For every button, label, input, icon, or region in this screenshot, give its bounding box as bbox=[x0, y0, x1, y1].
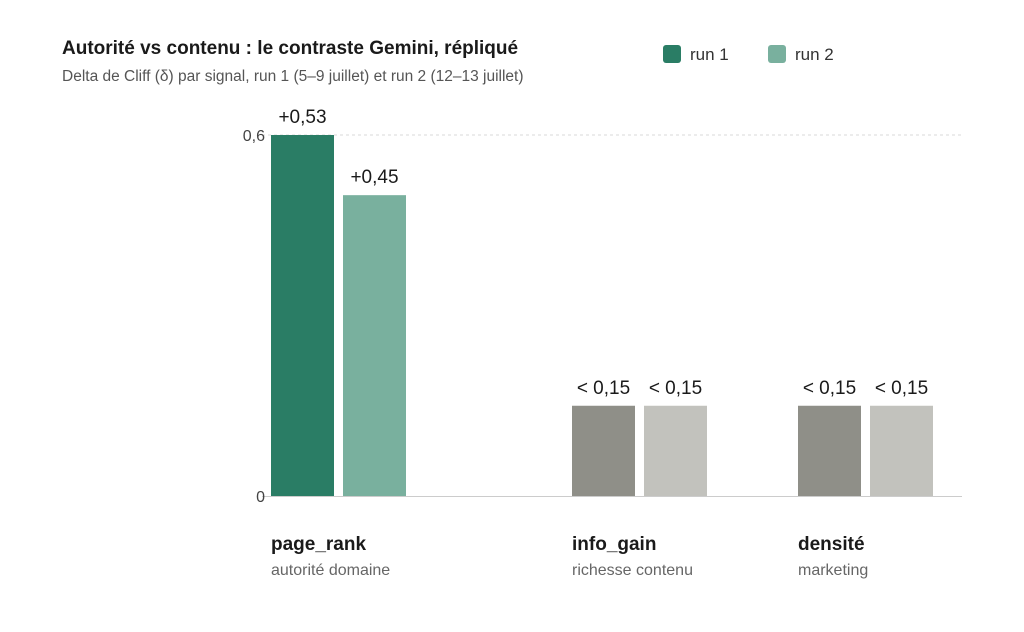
category-description: richesse contenu bbox=[572, 562, 693, 579]
data-label: < 0,15 bbox=[803, 378, 856, 399]
category-description: autorité domaine bbox=[271, 562, 390, 579]
bar-page_rank-run2 bbox=[343, 195, 406, 496]
bar-info_gain-run2 bbox=[644, 405, 707, 496]
bar-info_gain-run1 bbox=[572, 405, 635, 496]
legend-swatch bbox=[663, 45, 681, 63]
legend-swatch bbox=[768, 45, 786, 63]
legend-label: run 2 bbox=[795, 45, 834, 64]
bar-densité-run1 bbox=[798, 405, 861, 496]
data-label: +0,53 bbox=[278, 107, 326, 128]
category-label: page_rank bbox=[271, 534, 366, 555]
data-label: < 0,15 bbox=[649, 378, 702, 399]
legend-label: run 1 bbox=[690, 45, 729, 64]
category-label: info_gain bbox=[572, 534, 656, 555]
chart-title: Autorité vs contenu : le contraste Gemin… bbox=[62, 38, 518, 59]
legend: run 1 run 2 bbox=[663, 45, 834, 64]
y-tick-label: 0 bbox=[256, 489, 265, 506]
bar-densité-run2 bbox=[870, 405, 933, 496]
bar-page_rank-run1 bbox=[271, 135, 334, 496]
bars bbox=[271, 135, 933, 496]
category-labels: page_rank autorité domaine info_gainriches… bbox=[271, 534, 868, 579]
y-axis-ticks: 00,6 bbox=[243, 128, 265, 506]
data-label: < 0,15 bbox=[875, 378, 928, 399]
category-description: marketing bbox=[798, 562, 868, 579]
value-labels: +0,53 +0,45 < 0,15 < 0,15 < 0,15 < 0,15 bbox=[278, 107, 928, 399]
data-label: +0,45 bbox=[350, 167, 398, 188]
data-label: < 0,15 bbox=[577, 378, 630, 399]
y-tick-label: 0,6 bbox=[243, 128, 265, 145]
chart-subtitle: Delta de Cliff (δ) par signal, run 1 (5–… bbox=[62, 68, 524, 85]
category-label: densité bbox=[798, 534, 865, 555]
grid bbox=[262, 134, 962, 497]
